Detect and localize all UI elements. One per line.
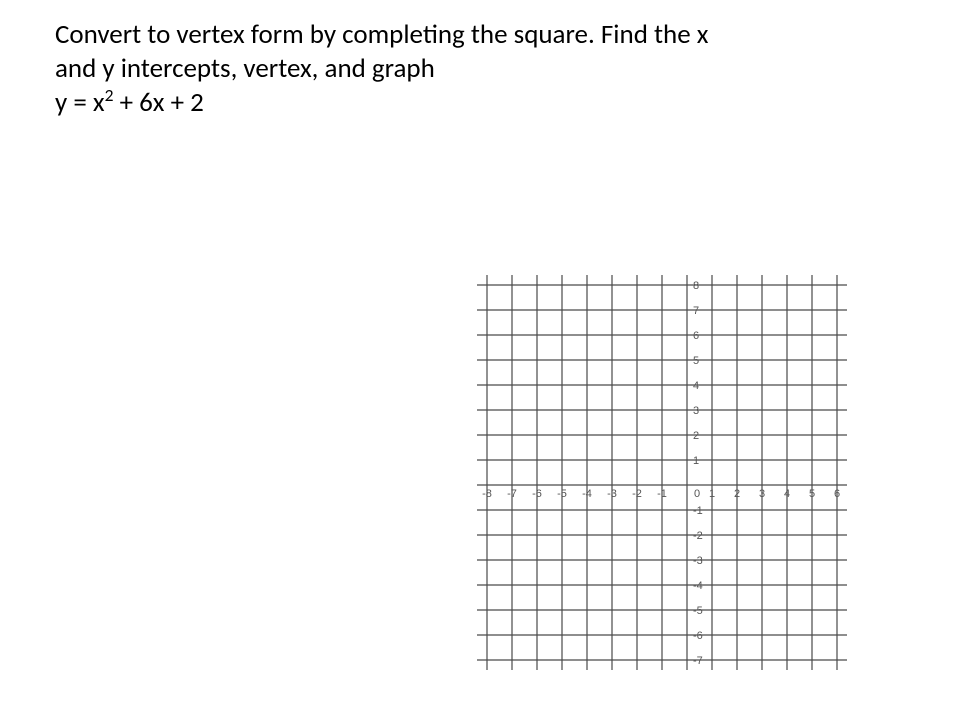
svg-text:1: 1 — [693, 455, 699, 467]
svg-text:0: 0 — [694, 488, 700, 500]
equation: y = x2 + 6x + 2 — [55, 86, 204, 119]
svg-text:-5: -5 — [557, 488, 567, 500]
svg-text:-2: -2 — [693, 530, 703, 542]
svg-text:6: 6 — [834, 488, 840, 500]
svg-text:1: 1 — [709, 488, 715, 500]
problem-line-2: and y intercepts, vertex, and graph — [55, 52, 435, 85]
svg-text:-7: -7 — [693, 655, 703, 667]
problem-statement: Convert to vertex form by completing the… — [55, 18, 775, 119]
svg-text:-5: -5 — [693, 605, 703, 617]
svg-text:-4: -4 — [693, 580, 703, 592]
svg-text:-1: -1 — [693, 505, 703, 517]
svg-text:2: 2 — [693, 430, 699, 442]
svg-text:-2: -2 — [632, 488, 642, 500]
eq-suffix: + 6x + 2 — [113, 86, 203, 119]
svg-text:4: 4 — [693, 380, 699, 392]
svg-text:-8: -8 — [482, 488, 492, 500]
svg-text:3: 3 — [693, 405, 699, 417]
svg-text:2: 2 — [734, 488, 740, 500]
problem-line-1: Convert to vertex form by completing the… — [55, 18, 708, 51]
svg-text:6: 6 — [693, 330, 699, 342]
page: Convert to vertex form by completing the… — [0, 0, 960, 720]
svg-text:-4: -4 — [582, 488, 592, 500]
svg-text:8: 8 — [693, 280, 699, 292]
grid-svg: -8-7-6-5-4-3-2-10123456-7-6-5-4-3-2-1123… — [477, 275, 847, 670]
svg-text:7: 7 — [693, 305, 699, 317]
svg-text:-1: -1 — [657, 488, 667, 500]
svg-text:-7: -7 — [507, 488, 517, 500]
eq-prefix: y = x — [55, 86, 105, 119]
svg-text:4: 4 — [784, 488, 790, 500]
svg-text:5: 5 — [693, 355, 699, 367]
svg-text:-6: -6 — [693, 630, 703, 642]
svg-text:-6: -6 — [532, 488, 542, 500]
svg-text:3: 3 — [759, 488, 765, 500]
svg-text:-3: -3 — [693, 555, 703, 567]
coordinate-grid: -8-7-6-5-4-3-2-10123456-7-6-5-4-3-2-1123… — [477, 275, 899, 683]
svg-text:5: 5 — [809, 488, 815, 500]
svg-text:-3: -3 — [607, 488, 617, 500]
